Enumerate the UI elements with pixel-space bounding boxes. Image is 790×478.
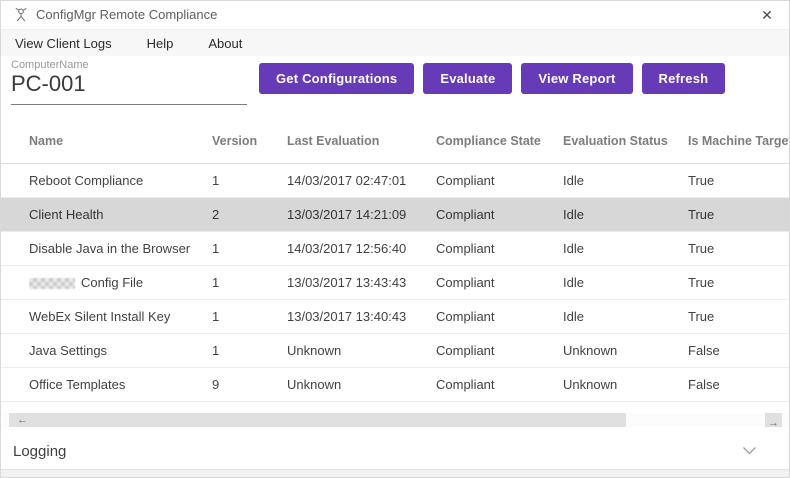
cell-last-evaluation: Unknown [287,377,342,392]
refresh-button[interactable]: Refresh [641,63,726,94]
cell-compliance-state: Compliant [436,275,495,290]
cell-name: WebEx Silent Install Key [29,309,171,324]
compliance-table: Name Version Last Evaluation Compliance … [1,119,789,402]
cell-last-evaluation: Unknown [287,343,342,358]
column-header-name[interactable]: Name [29,134,64,148]
cell-evaluation-status: Idle [563,241,584,256]
cell-name: Java Settings [29,343,108,358]
menu-item-help[interactable]: Help [146,35,174,51]
title-bar: ConfigMgr Remote Compliance ✕ [1,1,789,29]
cell-version: 1 [212,343,220,358]
cell-evaluation-status: Idle [563,173,584,188]
table-row[interactable]: Disable Java in the Browser 1 14/03/2017… [1,232,789,266]
cell-compliance-state: Compliant [436,309,495,324]
cell-name: Disable Java in the Browser [29,241,191,256]
scroll-right-button[interactable]: → [765,413,782,429]
table-row-selected[interactable]: Client Health 2 13/03/2017 14:21:09 Comp… [1,198,789,232]
scroll-right-icon[interactable]: → [768,417,779,429]
cell-compliance-state: Compliant [436,343,495,358]
cell-is-machine-target: False [688,343,720,358]
computer-name-label: ComputerName [11,59,89,71]
horizontal-scrollbar[interactable]: ← → [1,413,789,429]
cell-version: 1 [212,173,220,188]
logging-expander[interactable]: Logging [1,431,789,471]
cell-version: 9 [212,377,220,392]
cell-name: Reboot Compliance [29,173,144,188]
get-configurations-button[interactable]: Get Configurations [259,63,415,94]
cell-last-evaluation: 13/03/2017 13:40:43 [287,309,407,324]
action-buttons: Get Configurations Evaluate View Report … [259,63,734,94]
cell-compliance-state: Compliant [436,241,495,256]
cell-name-text: Config File [81,275,144,290]
cell-compliance-state: Compliant [436,377,495,392]
menu-item-view-client-logs[interactable]: View Client Logs [15,35,112,51]
table-row[interactable]: Office Templates 9 Unknown Compliant Unk… [1,368,789,402]
cell-evaluation-status: Unknown [563,343,618,358]
cell-is-machine-target: True [688,309,715,324]
cell-last-evaluation: 14/03/2017 12:56:40 [287,241,407,256]
redacted-text [29,278,75,290]
scrollbar-thumb[interactable]: ← [9,413,626,427]
cell-is-machine-target: True [688,173,715,188]
computer-name-field[interactable]: ComputerName PC-001 [11,59,247,105]
cell-is-machine-target: False [688,377,720,392]
window-title: ConfigMgr Remote Compliance [36,7,218,22]
cell-evaluation-status: Unknown [563,377,618,392]
cell-last-evaluation: 13/03/2017 14:21:09 [287,207,407,222]
view-report-button[interactable]: View Report [521,63,633,94]
cell-version: 1 [212,309,220,324]
cell-version: 2 [212,207,220,222]
table-header-row: Name Version Last Evaluation Compliance … [1,119,789,164]
table-row[interactable]: WebEx Silent Install Key 1 13/03/2017 13… [1,300,789,334]
cell-name: Config File [29,275,212,290]
app-icon [13,7,29,23]
evaluate-button[interactable]: Evaluate [423,63,513,94]
cell-evaluation-status: Idle [563,207,584,222]
menu-bar: View Client Logs Help About [1,29,789,56]
cell-last-evaluation: 13/03/2017 13:43:43 [287,275,407,290]
cell-compliance-state: Compliant [436,207,495,222]
window-bottom-strip [1,469,789,477]
chevron-down-icon[interactable] [742,442,757,460]
cell-compliance-state: Compliant [436,173,495,188]
column-header-last-evaluation[interactable]: Last Evaluation [287,134,380,148]
menu-item-about[interactable]: About [208,35,243,51]
cell-name: Client Health [29,207,104,222]
column-header-compliance-state[interactable]: Compliance State [436,134,541,148]
cell-is-machine-target: True [688,275,715,290]
scroll-left-icon[interactable]: ← [17,414,28,426]
cell-last-evaluation: 14/03/2017 02:47:01 [287,173,407,188]
cell-version: 1 [212,275,220,290]
table-row[interactable]: Reboot Compliance 1 14/03/2017 02:47:01 … [1,164,789,198]
cell-evaluation-status: Idle [563,309,584,324]
cell-is-machine-target: True [688,207,715,222]
column-header-is-machine-target[interactable]: Is Machine Target [688,134,789,148]
column-header-evaluation-status[interactable]: Evaluation Status [563,134,668,148]
cell-is-machine-target: True [688,241,715,256]
cell-version: 1 [212,241,220,256]
logging-label: Logging [13,442,67,460]
table-row[interactable]: Java Settings 1 Unknown Compliant Unknow… [1,334,789,368]
cell-name: Office Templates [29,377,126,392]
column-header-version[interactable]: Version [212,134,258,148]
close-icon[interactable]: ✕ [761,7,773,23]
cell-evaluation-status: Idle [563,275,584,290]
table-row[interactable]: Config File 1 13/03/2017 13:43:43 Compli… [1,266,789,300]
computer-name-input[interactable]: PC-001 [11,71,86,96]
